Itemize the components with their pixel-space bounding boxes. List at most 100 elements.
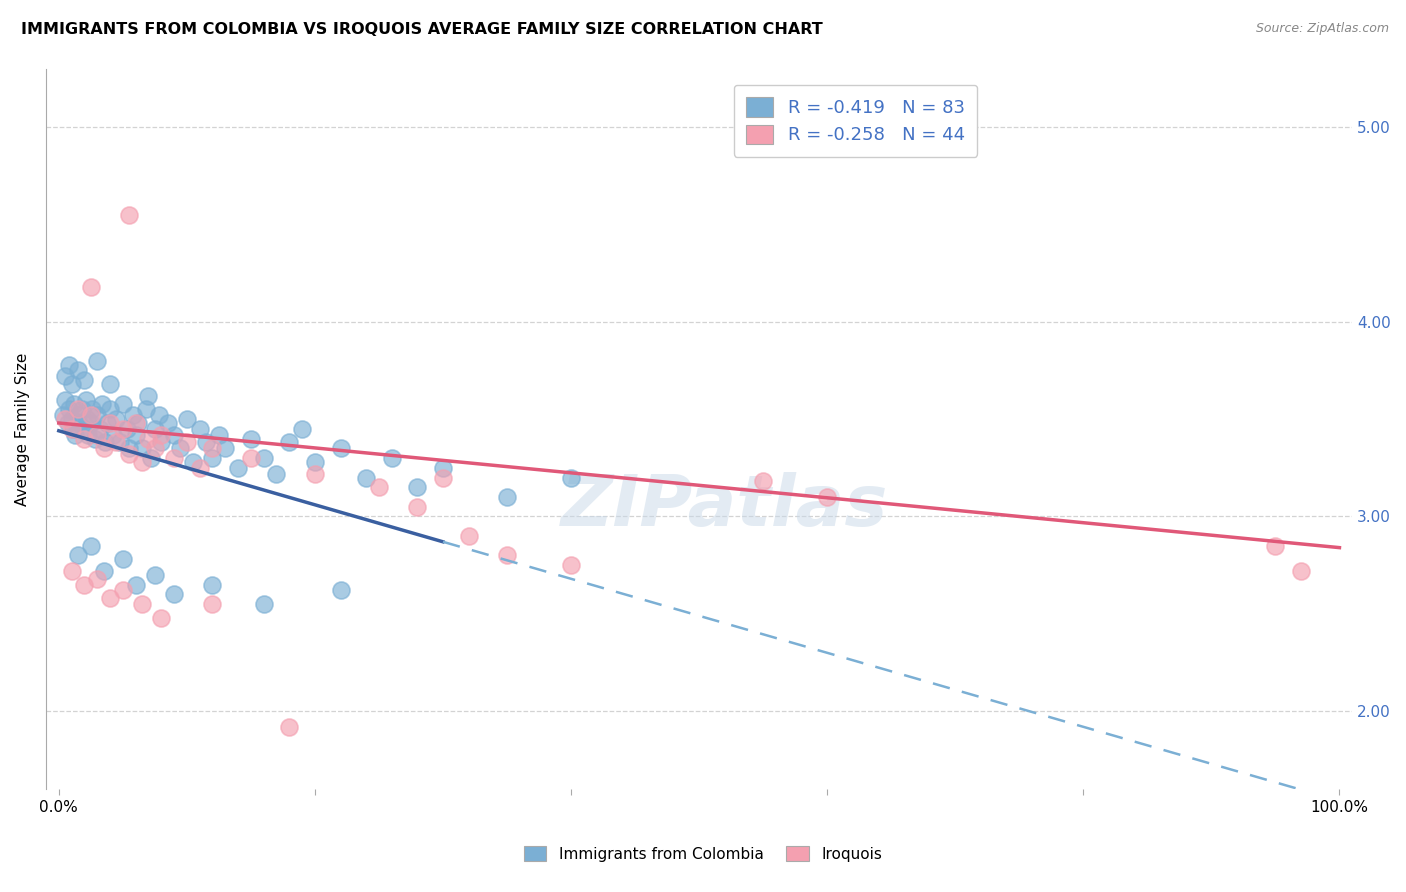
Point (56, 416, 79, 430)
Point (73, 373, 96, 387)
Point (98, 377, 121, 392)
Point (91, 396, 114, 410)
Point (75, 392, 97, 407)
Point (131, 442, 153, 456)
Point (253, 597, 276, 611)
Point (329, 583, 352, 598)
Point (80, 408, 103, 422)
Point (163, 451, 186, 466)
Point (58, 358, 80, 372)
Point (188, 422, 211, 436)
Legend: R = -0.419   N = 83, R = -0.258   N = 44: R = -0.419 N = 83, R = -0.258 N = 44 (734, 85, 977, 157)
Point (457, 529, 479, 543)
Point (77, 427, 100, 442)
Point (169, 442, 191, 456)
Point (135, 402, 157, 417)
Point (266, 467, 288, 481)
Point (98, 416, 121, 430)
Point (560, 470, 582, 484)
Point (239, 432, 262, 446)
Point (101, 427, 124, 442)
Point (188, 460, 211, 475)
Point (381, 451, 404, 466)
Point (86, 408, 108, 422)
Point (201, 442, 224, 456)
Point (122, 408, 145, 422)
Point (80, 279, 103, 293)
Point (111, 396, 134, 410)
Point (86, 427, 108, 442)
Point (70, 402, 93, 417)
Point (105, 412, 128, 426)
Point (354, 470, 377, 484)
Point (127, 416, 149, 430)
Point (138, 389, 160, 403)
Point (83, 432, 105, 446)
Point (86, 353, 108, 368)
Point (163, 427, 186, 442)
Point (143, 422, 166, 436)
Point (1289, 564, 1312, 578)
Point (98, 402, 121, 417)
Point (110, 435, 132, 450)
Point (278, 720, 301, 734)
Point (150, 427, 173, 442)
Point (66, 402, 89, 417)
Point (66, 363, 89, 377)
Point (138, 432, 160, 446)
Point (131, 597, 153, 611)
Point (329, 442, 352, 456)
Point (278, 435, 301, 450)
Point (150, 611, 173, 625)
Point (163, 587, 186, 601)
Point (58, 402, 80, 417)
Point (1264, 539, 1286, 553)
Point (105, 435, 128, 450)
Point (253, 451, 276, 466)
Point (181, 455, 204, 469)
Point (76, 412, 98, 426)
Legend: Immigrants from Colombia, Iroquois: Immigrants from Colombia, Iroquois (515, 837, 891, 871)
Point (111, 583, 134, 598)
Point (239, 451, 262, 466)
Point (226, 460, 249, 475)
Point (111, 422, 134, 436)
Point (176, 412, 198, 426)
Point (66, 549, 89, 563)
Point (67, 416, 90, 430)
Point (496, 549, 519, 563)
Point (560, 558, 582, 573)
Point (139, 451, 162, 466)
Point (52, 408, 75, 422)
Point (201, 597, 224, 611)
Point (432, 460, 454, 475)
Point (73, 432, 96, 446)
Point (208, 427, 231, 442)
Point (148, 408, 170, 422)
Point (60, 377, 83, 392)
Point (65, 427, 87, 442)
Point (304, 455, 326, 469)
Point (176, 435, 198, 450)
Point (89, 422, 111, 436)
Point (143, 442, 166, 456)
Point (98, 591, 121, 606)
Point (118, 208, 141, 222)
Point (496, 490, 519, 504)
Point (66, 408, 89, 422)
Point (201, 451, 224, 466)
Text: IMMIGRANTS FROM COLOMBIA VS IROQUOIS AVERAGE FAMILY SIZE CORRELATION CHART: IMMIGRANTS FROM COLOMBIA VS IROQUOIS AVE… (21, 22, 823, 37)
Point (131, 455, 153, 469)
Point (150, 435, 173, 450)
Point (80, 539, 103, 553)
Point (201, 577, 224, 591)
Point (291, 422, 314, 436)
Point (214, 442, 236, 456)
Point (53, 412, 76, 426)
Point (118, 442, 141, 456)
Point (115, 422, 138, 436)
Point (80, 416, 103, 430)
Point (124, 577, 146, 591)
Point (73, 577, 96, 591)
Point (60, 422, 83, 436)
